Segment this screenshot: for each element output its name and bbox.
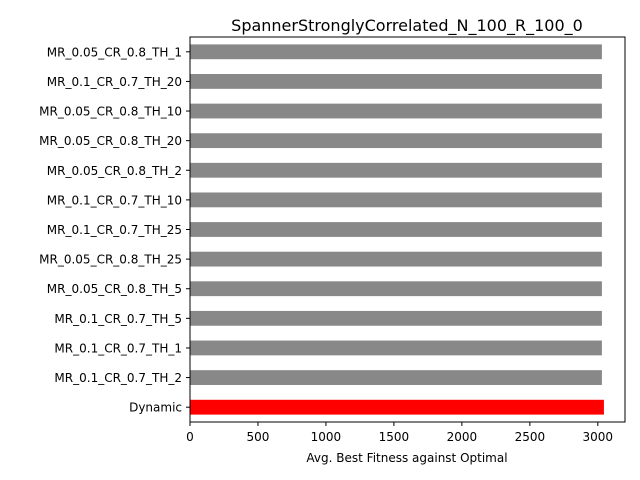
y-tick-label: MR_0.1_CR_0.7_TH_20 <box>47 75 182 89</box>
x-tick-label: 500 <box>247 430 270 444</box>
y-tick-label: Dynamic <box>129 401 182 415</box>
bar-dynamic <box>190 399 604 415</box>
y-tick-label: MR_0.05_CR_0.8_TH_20 <box>39 134 182 148</box>
y-tick-label: MR_0.1_CR_0.7_TH_10 <box>47 193 182 207</box>
x-axis-label: Avg. Best Fitness against Optimal <box>306 451 507 465</box>
bar-series <box>190 74 602 89</box>
bar-series <box>190 340 602 356</box>
bar-series <box>190 192 602 208</box>
y-tick-label: MR_0.05_CR_0.8_TH_25 <box>39 253 182 267</box>
y-tick-label: MR_0.05_CR_0.8_TH_2 <box>47 164 182 178</box>
y-tick-label: MR_0.05_CR_0.8_TH_1 <box>47 45 182 59</box>
x-tick-label: 2000 <box>447 430 478 444</box>
bar-series <box>190 251 602 267</box>
x-axis: 0 500 1000 1500 2000 2500 3000 <box>186 422 613 444</box>
y-tick-label: MR_0.05_CR_0.8_TH_10 <box>39 105 182 119</box>
x-tick-label: 2500 <box>515 430 546 444</box>
x-tick-label: 1000 <box>311 430 342 444</box>
bar-series <box>190 44 602 60</box>
bar-series <box>190 281 602 297</box>
chart-title: SpannerStronglyCorrelated_N_100_R_100_0 <box>231 16 583 36</box>
plot-frame <box>189 36 626 423</box>
bar-series <box>190 103 602 119</box>
y-tick-label: MR_0.05_CR_0.8_TH_5 <box>47 282 182 296</box>
y-tick-label: MR_0.1_CR_0.7_TH_5 <box>54 312 182 326</box>
x-tick-label: 1500 <box>379 430 410 444</box>
bar-series <box>190 133 602 149</box>
bar-series <box>190 310 602 326</box>
y-tick-label: MR_0.1_CR_0.7_TH_1 <box>54 341 182 355</box>
bar-series <box>190 222 602 237</box>
y-axis: MR_0.05_CR_0.8_TH_1 MR_0.1_CR_0.7_TH_20 MR… <box>39 45 190 415</box>
x-tick-label: 0 <box>186 430 194 444</box>
bar-series <box>190 370 602 385</box>
y-tick-label: MR_0.1_CR_0.7_TH_2 <box>54 371 182 385</box>
bar-series <box>190 162 602 178</box>
x-tick-label: 3000 <box>583 430 614 444</box>
bars <box>190 44 604 415</box>
y-tick-label: MR_0.1_CR_0.7_TH_25 <box>47 223 182 237</box>
